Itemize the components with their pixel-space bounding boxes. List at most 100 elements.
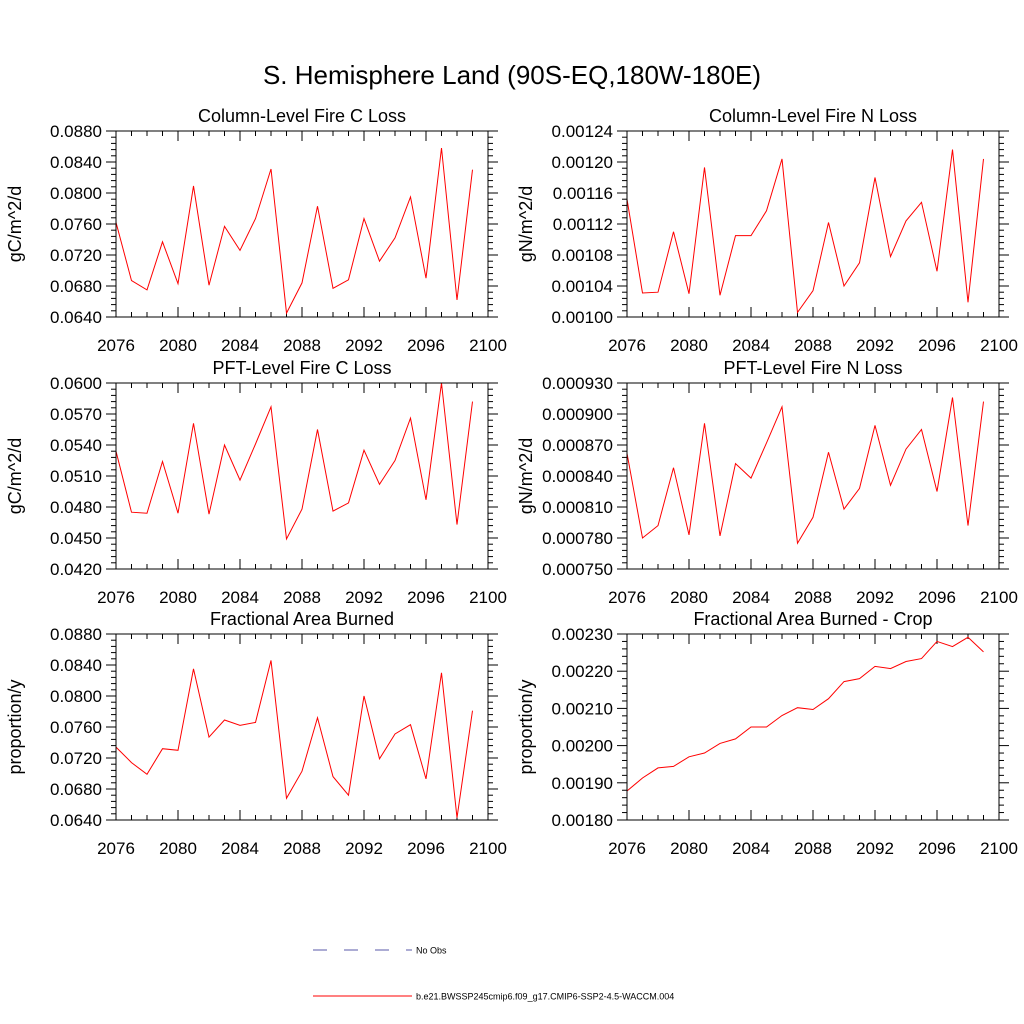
y-tick-label: 0.0680	[50, 780, 102, 799]
y-tick-label: 0.00124	[552, 122, 613, 141]
y-tick-label: 0.000930	[542, 374, 613, 393]
y-tick-label: 0.00200	[552, 737, 613, 756]
x-tick-label: 2084	[221, 588, 259, 607]
y-axis-label: gC/m^2/d	[5, 438, 25, 514]
y-axis-label: proportion/y	[5, 679, 25, 774]
x-tick-label: 2084	[732, 336, 770, 355]
y-tick-label: 0.0510	[50, 467, 102, 486]
x-tick-label: 2080	[159, 839, 197, 858]
y-tick-label: 0.0450	[50, 529, 102, 548]
y-tick-label: 0.000810	[542, 498, 613, 517]
y-tick-label: 0.000870	[542, 436, 613, 455]
y-tick-label: 0.0720	[50, 246, 102, 265]
x-tick-label: 2092	[856, 336, 894, 355]
x-tick-label: 2092	[345, 839, 383, 858]
plot-frame	[115, 130, 489, 318]
x-tick-label: 2092	[345, 588, 383, 607]
y-axis-label: gN/m^2/d	[516, 186, 536, 262]
y-tick-label: 0.0600	[50, 374, 102, 393]
x-tick-label: 2088	[283, 839, 321, 858]
y-axis-label: gC/m^2/d	[5, 186, 25, 262]
y-tick-label: 0.0570	[50, 405, 102, 424]
x-tick-label: 2088	[794, 588, 832, 607]
y-tick-label: 0.0880	[50, 122, 102, 141]
x-tick-label: 2084	[221, 839, 259, 858]
y-tick-label: 0.0420	[50, 560, 102, 579]
y-tick-label: 0.00108	[552, 246, 613, 265]
chart-panel: Column-Level Fire N Loss gN/m^2/d 2076 2080…	[516, 106, 1018, 355]
x-tick-label: 2076	[97, 588, 135, 607]
chart-title: Column-Level Fire N Loss	[709, 106, 917, 126]
x-tick-label: 2096	[918, 588, 956, 607]
chart-panel: Column-Level Fire C Loss gC/m^2/d 2076 2080…	[5, 106, 507, 355]
y-tick-label: 0.0640	[50, 308, 102, 327]
series-line	[626, 397, 984, 545]
x-tick-label: 2076	[608, 588, 646, 607]
x-tick-label: 2076	[97, 336, 135, 355]
y-tick-label: 0.0640	[50, 811, 102, 830]
x-tick-label: 2100	[980, 588, 1018, 607]
chart-panel: PFT-Level Fire C Loss gC/m^2/d 2076 2080 208…	[5, 358, 507, 607]
series-line	[115, 382, 473, 541]
chart-panel: Fractional Area Burned - Crop proportion/…	[516, 609, 1018, 858]
x-tick-label: 2092	[345, 336, 383, 355]
x-tick-label: 2076	[608, 336, 646, 355]
x-tick-label: 2076	[97, 839, 135, 858]
y-tick-label: 0.0680	[50, 277, 102, 296]
chart-title: Fractional Area Burned - Crop	[693, 609, 932, 629]
x-tick-label: 2080	[670, 336, 708, 355]
plot-frame	[626, 130, 1000, 318]
y-tick-label: 0.00112	[553, 215, 613, 234]
x-tick-label: 2084	[221, 336, 259, 355]
y-tick-label: 0.000750	[542, 560, 613, 579]
y-tick-label: 0.00220	[552, 662, 613, 681]
x-tick-label: 2080	[670, 588, 708, 607]
series-line	[626, 636, 984, 792]
x-tick-label: 2088	[794, 336, 832, 355]
series-line	[626, 149, 984, 314]
chart-title: PFT-Level Fire C Loss	[212, 358, 391, 378]
y-tick-label: 0.00104	[552, 277, 613, 296]
series-line	[115, 147, 473, 315]
y-tick-label: 0.000840	[542, 467, 613, 486]
x-tick-label: 2080	[670, 839, 708, 858]
page-title: S. Hemisphere Land (90S-EQ,180W-180E)	[263, 60, 761, 90]
x-tick-label: 2076	[608, 839, 646, 858]
y-tick-label: 0.0540	[50, 436, 102, 455]
chart-panel: PFT-Level Fire N Loss gN/m^2/d 2076 2080 208…	[516, 358, 1018, 607]
plot-frame	[115, 382, 489, 570]
x-tick-label: 2096	[407, 839, 445, 858]
y-axis-label: gN/m^2/d	[516, 438, 536, 514]
chart-title: Fractional Area Burned	[210, 609, 394, 629]
y-tick-label: 0.0480	[50, 498, 102, 517]
x-tick-label: 2088	[794, 839, 832, 858]
x-tick-label: 2080	[159, 336, 197, 355]
legend: No Obs b.e21.BWSSP245cmip6.f09_g17.CMIP6-…	[313, 946, 674, 1002]
y-tick-label: 0.00180	[552, 811, 613, 830]
chart-panels: Column-Level Fire C Loss gC/m^2/d 2076 2080…	[5, 106, 1018, 858]
chart-panel: Fractional Area Burned proportion/y 2076 20…	[5, 609, 507, 858]
x-tick-label: 2096	[407, 336, 445, 355]
legend-label: No Obs	[416, 946, 447, 956]
chart-title: Column-Level Fire C Loss	[198, 106, 406, 126]
x-tick-label: 2084	[732, 839, 770, 858]
x-tick-label: 2088	[283, 336, 321, 355]
x-tick-label: 2080	[159, 588, 197, 607]
x-tick-label: 2100	[980, 336, 1018, 355]
x-tick-label: 2096	[918, 839, 956, 858]
x-tick-label: 2088	[283, 588, 321, 607]
y-tick-label: 0.00210	[552, 699, 613, 718]
y-tick-label: 0.0840	[50, 656, 102, 675]
y-tick-label: 0.00230	[552, 625, 613, 644]
y-tick-label: 0.00116	[553, 184, 613, 203]
y-tick-label: 0.0800	[50, 184, 102, 203]
x-tick-label: 2084	[732, 588, 770, 607]
x-tick-label: 2096	[407, 588, 445, 607]
y-tick-label: 0.00120	[552, 153, 613, 172]
chart-title: PFT-Level Fire N Loss	[723, 358, 902, 378]
x-tick-label: 2100	[469, 588, 507, 607]
y-tick-label: 0.000900	[542, 405, 613, 424]
x-tick-label: 2100	[469, 336, 507, 355]
y-axis-label: proportion/y	[516, 679, 536, 774]
